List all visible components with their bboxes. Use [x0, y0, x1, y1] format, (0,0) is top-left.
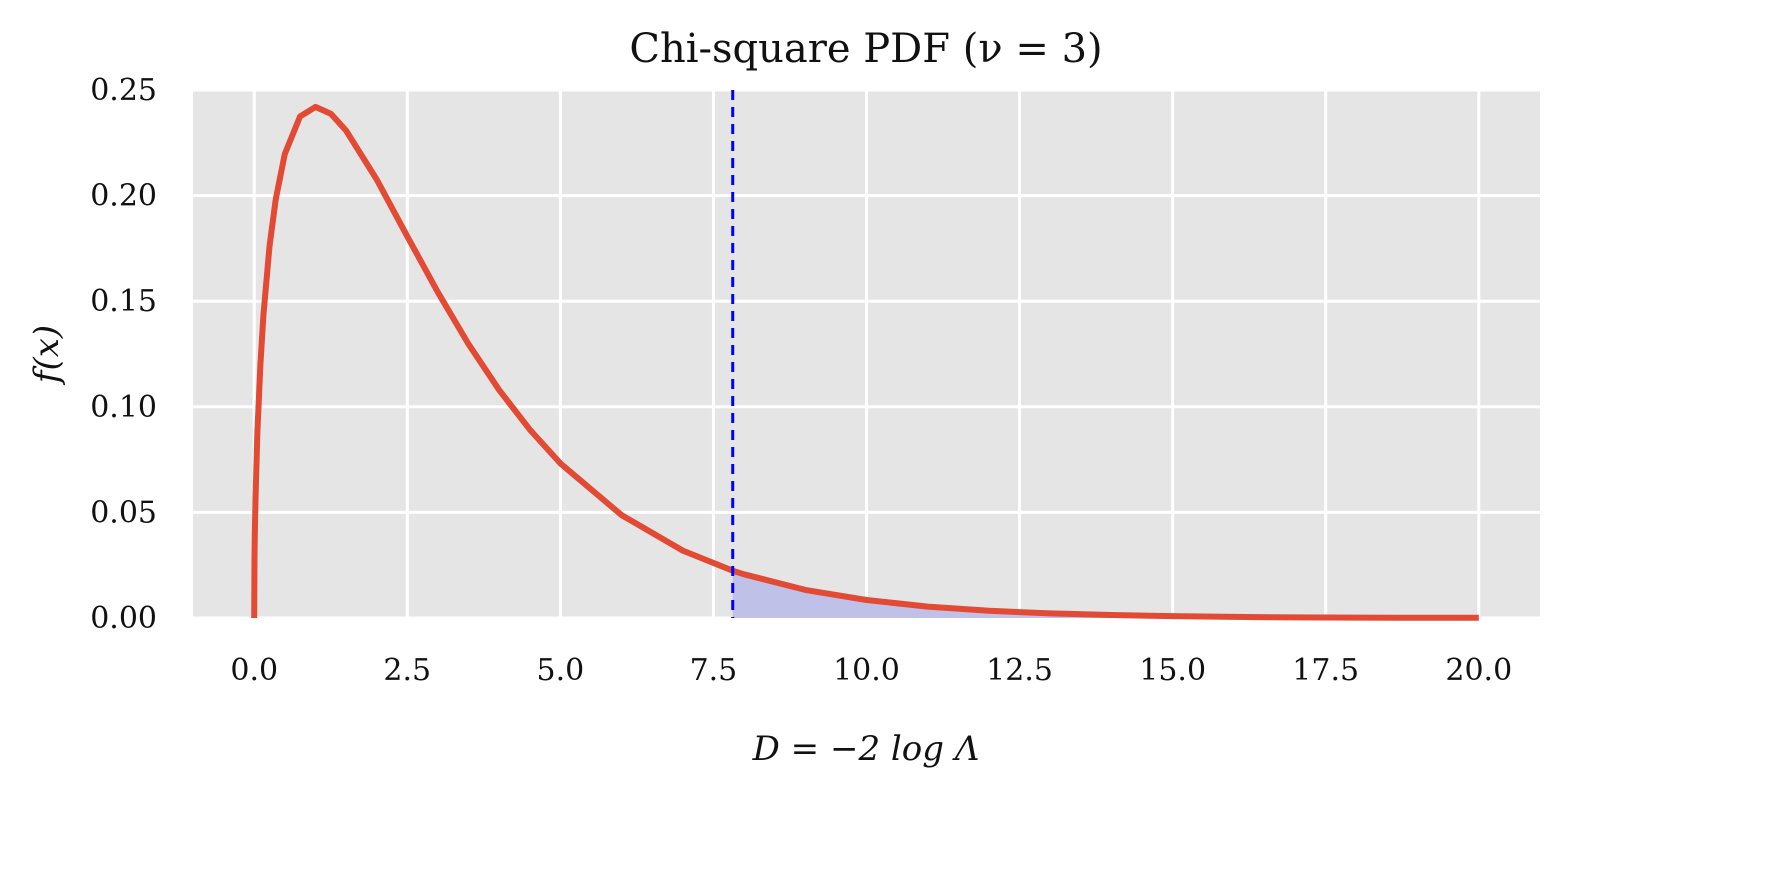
x-tick-label: 7.5	[690, 653, 738, 688]
y-tick-label: 0.25	[90, 73, 157, 108]
pdf-curve	[251, 103, 1479, 621]
x-tick-label: 0.0	[230, 653, 278, 688]
y-tick-label: 0.00	[90, 601, 157, 636]
x-tick-label: 17.5	[1292, 653, 1359, 688]
y-tick-label: 0.05	[90, 495, 157, 530]
x-tick-label: 10.0	[833, 653, 900, 688]
x-tick-labels: 0.0 2.5 5.0 7.5 10.0 12.5 15.0 17.5 20.0	[230, 653, 1512, 688]
x-tick-label: 20.0	[1445, 653, 1512, 688]
y-tick-label: 0.20	[90, 179, 157, 214]
x-tick-label: 15.0	[1139, 653, 1206, 688]
chart-title: Chi-square PDF (ν = 3)	[629, 26, 1102, 72]
y-axis-label: f(x)	[27, 325, 67, 386]
y-tick-labels: 0.00 0.05 0.10 0.15 0.20 0.25	[90, 73, 157, 636]
x-tick-label: 5.0	[537, 653, 585, 688]
y-tick-label: 0.10	[90, 390, 157, 425]
x-axis-label: D = −2 log Λ	[752, 729, 980, 769]
y-tick-label: 0.15	[90, 284, 157, 319]
x-tick-label: 2.5	[383, 653, 431, 688]
x-tick-label: 12.5	[986, 653, 1053, 688]
